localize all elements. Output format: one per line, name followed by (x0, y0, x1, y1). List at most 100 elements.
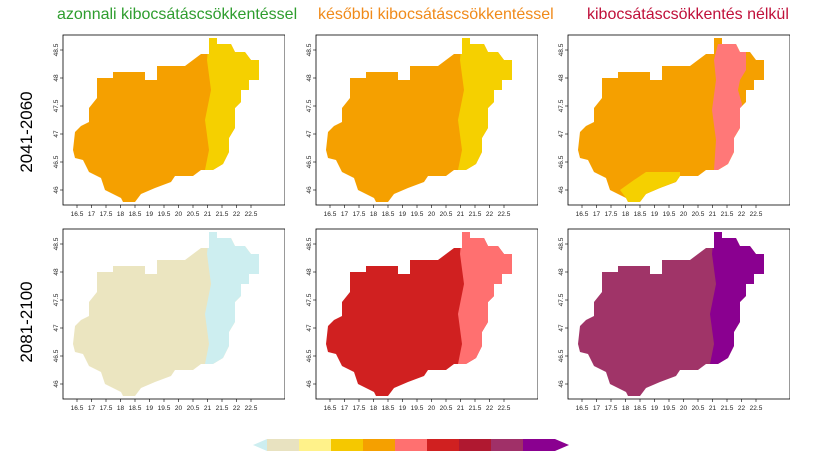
region-fill-east (712, 44, 746, 170)
x-tick-label: 21.5 (469, 405, 482, 412)
y-tick-label: 47.5 (53, 99, 60, 112)
x-tick-label: 22 (233, 211, 241, 218)
map-svg: 48.5 48 47.5 47 46.5 46 16.5 17 17.5 18 18.5 19 19.5… (558, 228, 790, 412)
map-panel-2041-2060-delayed: 48.5 48 47.5 47 46.5 46 16.5 17 17.5 18 18.5 19 19.5… (298, 30, 538, 220)
y-tick-label: 47.5 (53, 293, 60, 306)
x-tick-label: 20.5 (692, 211, 705, 218)
x-tick-label: 18 (622, 405, 630, 412)
map-panel-2081-2100-none: 48.5 48 47.5 47 46.5 46 16.5 17 17.5 18 18.5 19 19.5… (550, 224, 790, 414)
y-tick-label: 47.5 (558, 293, 565, 306)
x-tick-label: 16.5 (71, 211, 84, 218)
x-tick-label: 21.5 (721, 211, 734, 218)
y-tick-label: 48.5 (558, 237, 565, 250)
x-tick-label: 22.5 (245, 405, 258, 412)
y-tick-label: 47.5 (558, 99, 565, 112)
x-tick-label: 17.5 (605, 405, 618, 412)
x-tick-label: 17.5 (100, 211, 113, 218)
y-tick-label: 47 (558, 130, 565, 138)
map-frame (62, 228, 285, 400)
y-tick-label: 48 (306, 74, 313, 82)
y-tick-label: 46 (53, 186, 60, 194)
y-tick-label: 47 (53, 130, 60, 138)
y-tick-label: 46.5 (306, 155, 313, 168)
y-tick-label: 47 (53, 324, 60, 332)
y-tick-label: 46 (558, 186, 565, 194)
x-tick-label: 18.5 (634, 405, 647, 412)
x-tick-label: 18.5 (382, 405, 395, 412)
y-tick-label: 47 (306, 324, 313, 332)
x-tick-label: 21 (204, 405, 212, 412)
x-tick-label: 17.5 (353, 405, 366, 412)
y-tick-label: 48.5 (306, 43, 313, 56)
map-svg: 48.5 48 47.5 47 46.5 46 16.5 17 17.5 18 18.5 19 19.5… (53, 228, 285, 412)
map-frame (567, 228, 790, 400)
region-fill-east (205, 38, 259, 170)
legend-segment (267, 439, 299, 451)
legend-segment (459, 439, 491, 451)
x-tick-label: 19.5 (663, 211, 676, 218)
legend-high-arrow (555, 439, 569, 451)
region-fill-east (458, 38, 512, 170)
x-tick-label: 17 (593, 211, 601, 218)
x-tick-label: 17.5 (605, 211, 618, 218)
x-tick-label: 18 (117, 405, 125, 412)
x-tick-label: 18 (117, 211, 125, 218)
x-tick-label: 21 (457, 405, 465, 412)
map-svg: 48.5 48 47.5 47 46.5 46 16.5 17 17.5 18 18.5 19 19.5… (306, 34, 538, 218)
x-tick-label: 17.5 (100, 405, 113, 412)
color-scale-legend (253, 438, 571, 456)
x-tick-label: 20.5 (187, 405, 200, 412)
x-tick-label: 19 (651, 211, 659, 218)
x-tick-label: 16.5 (576, 405, 589, 412)
y-tick-label: 48 (558, 268, 565, 276)
y-tick-label: 48.5 (53, 43, 60, 56)
column-title-immediate: azonnali kibocsátáscsökkentéssel (57, 6, 298, 23)
y-tick-label: 48.5 (53, 237, 60, 250)
legend-low-arrow (253, 439, 267, 451)
y-tick-label: 46.5 (558, 349, 565, 362)
y-tick-label: 46.5 (53, 155, 60, 168)
x-tick-label: 19.5 (411, 405, 424, 412)
y-tick-label: 46 (558, 380, 565, 388)
x-tick-label: 22 (486, 211, 494, 218)
region-fill-east (458, 232, 512, 364)
region-fill-east (710, 232, 764, 364)
x-tick-label: 20 (680, 211, 688, 218)
legend-segment (331, 439, 363, 451)
x-tick-label: 20.5 (692, 405, 705, 412)
x-tick-label: 22.5 (750, 405, 763, 412)
column-title-delayed: későbbi kibocsátáscsökkentéssel (318, 6, 554, 23)
color-scale-bar (253, 439, 569, 451)
x-tick-label: 20.5 (440, 405, 453, 412)
x-tick-label: 22 (233, 405, 241, 412)
x-tick-label: 18.5 (634, 211, 647, 218)
row-label-2081-2100: 2081-2100 (17, 281, 36, 363)
x-tick-label: 20 (680, 405, 688, 412)
x-tick-label: 19.5 (158, 405, 171, 412)
map-frame (62, 34, 285, 206)
x-tick-label: 19.5 (158, 211, 171, 218)
x-tick-label: 21.5 (469, 211, 482, 218)
x-tick-label: 21 (709, 211, 717, 218)
x-tick-label: 22.5 (750, 211, 763, 218)
x-tick-label: 18.5 (129, 405, 142, 412)
legend-segment (491, 439, 523, 451)
x-tick-label: 19 (399, 405, 407, 412)
x-tick-label: 20 (175, 405, 183, 412)
map-panel-2081-2100-delayed: 48.5 48 47.5 47 46.5 46 16.5 17 17.5 18 18.5 19 19.5… (298, 224, 538, 414)
y-tick-label: 46 (306, 186, 313, 194)
y-tick-label: 48.5 (558, 43, 565, 56)
x-tick-label: 21.5 (216, 211, 229, 218)
x-tick-label: 20.5 (440, 211, 453, 218)
x-tick-label: 16.5 (324, 405, 337, 412)
y-tick-label: 48.5 (306, 237, 313, 250)
x-tick-label: 21.5 (721, 405, 734, 412)
x-tick-label: 21 (204, 211, 212, 218)
y-tick-label: 48 (53, 268, 60, 276)
y-tick-label: 47.5 (306, 99, 313, 112)
x-tick-label: 22.5 (498, 405, 511, 412)
x-tick-label: 18 (370, 211, 378, 218)
y-tick-label: 48 (558, 74, 565, 82)
x-tick-label: 20.5 (187, 211, 200, 218)
x-tick-label: 16.5 (576, 211, 589, 218)
